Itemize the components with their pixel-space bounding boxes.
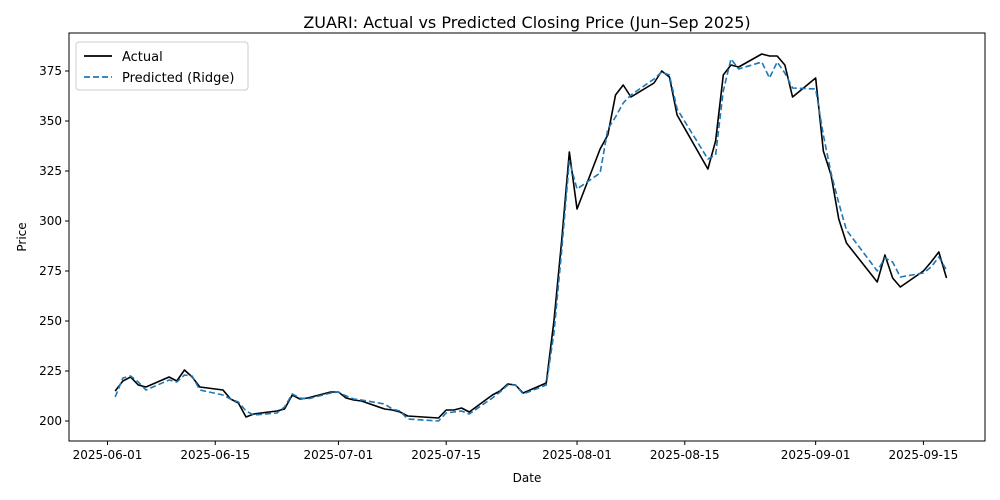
x-tick-label: 2025-09-15 [889,448,959,462]
y-tick-label: 200 [39,414,62,428]
y-axis: 200 225 250 275 300 325 350 375 [39,64,69,428]
y-tick-label: 275 [39,264,62,278]
legend-box [75,41,249,91]
x-tick-label: 2025-08-01 [542,448,612,462]
plot-frame [68,32,986,442]
chart-title: ZUARI: Actual vs Predicted Closing Price… [303,13,750,32]
x-axis-label: Date [513,471,542,485]
x-tick-label: 2025-09-01 [781,448,851,462]
legend-label-actual: Actual [122,50,163,65]
x-tick-label: 2025-07-15 [411,448,481,462]
x-tick-label: 2025-08-15 [650,448,720,462]
legend: Actual Predicted (Ridge) [75,41,249,91]
x-axis: 2025-06-01 2025-06-15 2025-07-01 2025-07-15… [73,441,959,462]
x-tick-label: 2025-06-15 [180,448,250,462]
series-line-actual [114,53,948,419]
y-tick-label: 250 [39,314,62,328]
series-line-predicted [114,58,948,422]
y-tick-label: 325 [39,164,62,178]
x-tick-label: 2025-06-01 [73,448,143,462]
plot-area [114,53,948,422]
legend-label-predicted: Predicted (Ridge) [122,71,234,86]
y-tick-label: 375 [39,64,62,78]
y-tick-label: 300 [39,214,62,228]
x-tick-label: 2025-07-01 [304,448,374,462]
y-axis-label: Price [15,222,29,251]
y-tick-label: 350 [39,114,62,128]
y-tick-label: 225 [39,364,62,378]
